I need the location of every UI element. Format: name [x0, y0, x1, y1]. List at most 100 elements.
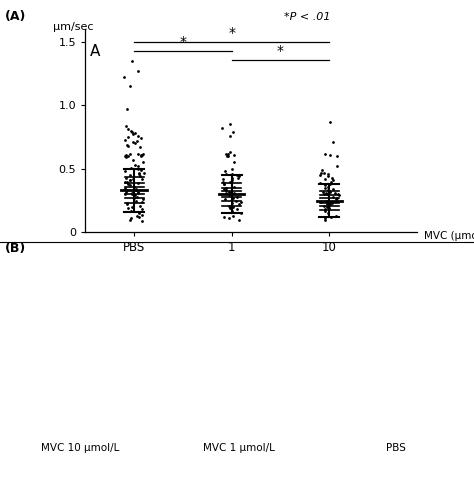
Point	[128, 207, 135, 214]
Point	[235, 216, 242, 224]
Point	[221, 196, 229, 203]
Point	[123, 174, 130, 182]
Point	[126, 182, 133, 189]
Text: CD8⁺ T cells: CD8⁺ T cells	[368, 372, 423, 381]
Point	[131, 161, 138, 169]
Point	[126, 176, 134, 184]
Point	[320, 202, 328, 210]
Point	[230, 182, 237, 190]
Point	[122, 153, 130, 161]
Point	[139, 196, 146, 203]
Point	[134, 132, 142, 139]
Point	[123, 188, 130, 196]
Point	[321, 182, 328, 189]
Point	[324, 170, 332, 178]
Point	[333, 194, 341, 202]
Point	[333, 212, 340, 220]
Point	[325, 210, 332, 217]
Point	[129, 57, 137, 65]
Text: PBS: PBS	[386, 442, 406, 453]
Point	[139, 150, 147, 157]
Point	[128, 214, 135, 222]
Point	[131, 129, 139, 137]
Point	[324, 186, 332, 194]
Text: *: *	[228, 27, 235, 41]
Point	[327, 180, 334, 188]
Point	[220, 213, 228, 221]
Point	[134, 189, 142, 197]
Point	[228, 207, 236, 214]
Point	[130, 182, 138, 190]
Point	[232, 197, 239, 204]
Point	[327, 213, 335, 221]
Text: (B): (B)	[5, 242, 26, 255]
Point	[325, 204, 332, 212]
Text: CD8⁺ T cells: CD8⁺ T cells	[53, 372, 108, 381]
Point	[227, 203, 234, 211]
Point	[324, 203, 331, 211]
Point	[139, 206, 146, 213]
Point	[229, 194, 237, 202]
Text: MVC 10 μmol/L: MVC 10 μmol/L	[41, 442, 120, 453]
Point	[227, 178, 234, 185]
Point	[219, 124, 226, 132]
Point	[134, 179, 141, 187]
Point	[129, 175, 137, 183]
Point	[226, 192, 233, 199]
Text: *: *	[179, 35, 186, 49]
Point	[132, 197, 140, 204]
Point	[321, 214, 329, 222]
Point	[320, 169, 328, 177]
Point	[139, 159, 147, 166]
Point	[134, 165, 142, 173]
Point	[321, 184, 329, 192]
Point	[123, 178, 131, 185]
Point	[228, 170, 236, 178]
Text: MVC 1 μmol/L: MVC 1 μmol/L	[203, 442, 275, 453]
Point	[319, 188, 327, 196]
Point	[129, 138, 137, 146]
Point	[327, 118, 334, 126]
Point	[323, 197, 331, 204]
Point	[135, 170, 143, 178]
Point	[124, 125, 132, 133]
Point	[320, 190, 328, 198]
Text: A: A	[90, 45, 100, 59]
Point	[235, 173, 242, 181]
Point	[128, 127, 135, 135]
Point	[135, 169, 143, 177]
Point	[323, 200, 330, 208]
Point	[321, 206, 328, 213]
Point	[327, 188, 334, 196]
Point	[140, 169, 147, 177]
Point	[123, 199, 131, 207]
Point	[121, 178, 128, 185]
Point	[329, 176, 337, 184]
Point	[327, 200, 334, 208]
Point	[225, 188, 233, 196]
Point	[121, 152, 129, 160]
Point	[327, 178, 335, 185]
Point	[333, 163, 341, 170]
Point	[227, 204, 234, 212]
Point	[135, 208, 143, 216]
Text: RANTES: RANTES	[26, 311, 69, 321]
Point	[131, 192, 138, 199]
Point	[123, 141, 131, 149]
Point	[329, 138, 337, 146]
Point	[220, 180, 228, 188]
Point	[222, 170, 229, 178]
Point	[227, 188, 235, 196]
Point	[236, 200, 243, 208]
Point	[123, 200, 131, 208]
Point	[229, 128, 237, 136]
Point	[229, 212, 237, 220]
Point	[234, 193, 241, 200]
Point	[220, 180, 228, 188]
Point	[231, 189, 238, 197]
Point	[334, 190, 342, 198]
Point	[127, 164, 134, 171]
Point	[120, 74, 128, 81]
Point	[132, 186, 140, 194]
Point	[136, 173, 144, 181]
